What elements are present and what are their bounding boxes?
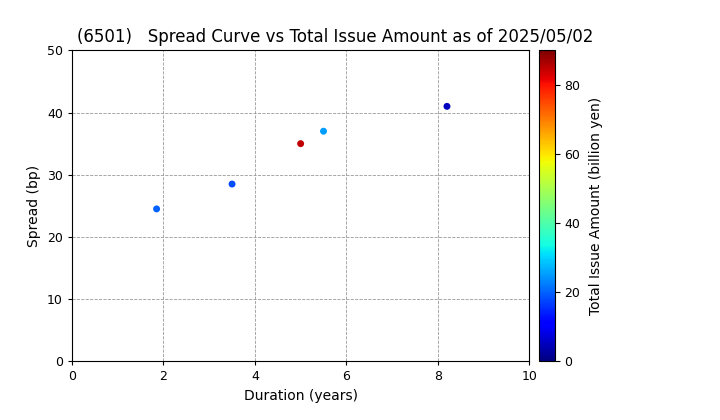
Point xyxy=(441,103,453,110)
Point xyxy=(226,181,238,187)
Point xyxy=(318,128,329,134)
X-axis label: Duration (years): Duration (years) xyxy=(243,389,358,403)
Y-axis label: Spread (bp): Spread (bp) xyxy=(27,165,42,247)
Point xyxy=(150,205,162,212)
Point xyxy=(295,140,307,147)
Text: (6501)   Spread Curve vs Total Issue Amount as of 2025/05/02: (6501) Spread Curve vs Total Issue Amoun… xyxy=(76,28,593,46)
Y-axis label: Total Issue Amount (billion yen): Total Issue Amount (billion yen) xyxy=(589,97,603,315)
